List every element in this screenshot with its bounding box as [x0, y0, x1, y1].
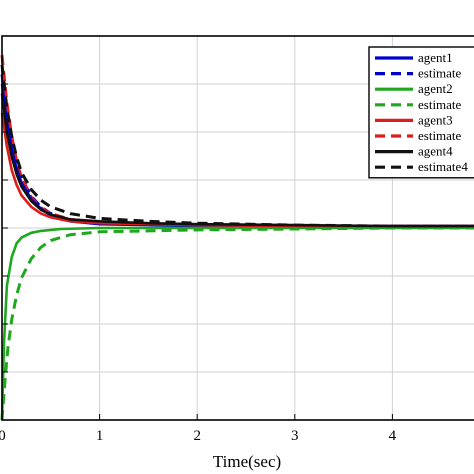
x-tick-label: 4 — [389, 428, 397, 444]
x-tick-label: 1 — [96, 428, 104, 444]
series-group — [0, 55, 474, 421]
legend-label: agent1 — [418, 50, 453, 65]
legend-label: estimate — [418, 128, 462, 143]
x-tick-label: 3 — [291, 428, 299, 444]
legend-label: agent2 — [418, 81, 453, 96]
legend-box — [368, 46, 474, 179]
legend-label: agent3 — [418, 112, 453, 127]
series-line-3 — [0, 226, 474, 421]
legend-label: estimate4 — [418, 159, 468, 174]
series-line-4 — [0, 226, 474, 421]
legend: agent1estimateagent2estimateagent3estima… — [368, 46, 474, 179]
x-ticks: 0 1 2 3 4 — [0, 83, 397, 444]
legend-label: agent4 — [418, 144, 453, 159]
series-line-7 — [0, 93, 474, 228]
legend-label: estimate — [418, 97, 462, 112]
x-tick-label: 2 — [193, 428, 201, 444]
x-axis-label: Time(sec) — [213, 452, 281, 471]
legend-label: estimate — [418, 66, 462, 81]
x-tick-label: 0 — [0, 428, 6, 444]
